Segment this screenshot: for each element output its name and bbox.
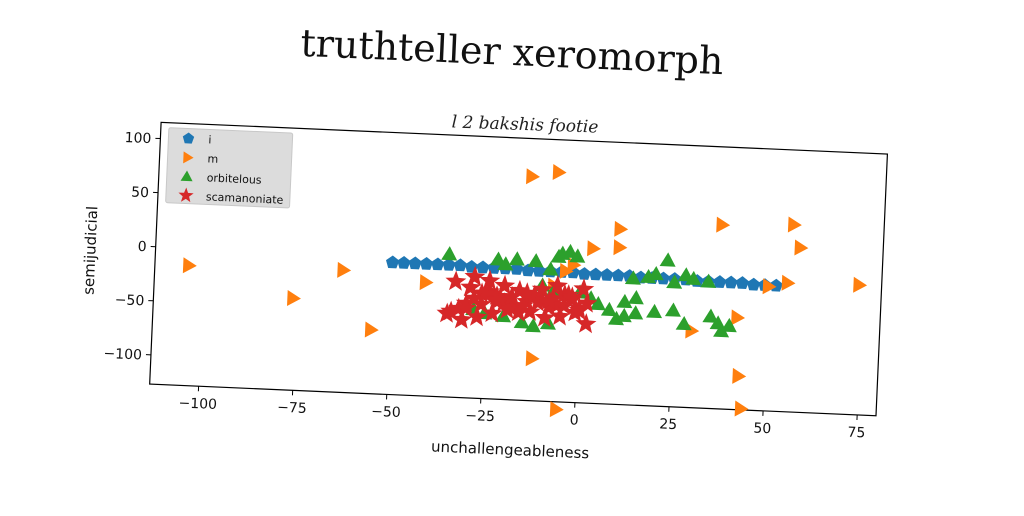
- y-axis-label: semijudicial: [80, 206, 102, 296]
- y-tick-label: 50: [131, 184, 150, 201]
- y-tick-label: 100: [124, 130, 151, 147]
- legend-label: orbitelous: [206, 171, 262, 186]
- legend-label: i: [208, 133, 212, 146]
- legend-label: m: [207, 152, 218, 165]
- y-tick-label: −50: [114, 292, 144, 309]
- x-tick-label: 75: [847, 425, 866, 442]
- y-tick-label: −100: [103, 346, 142, 364]
- x-tick-label: 25: [659, 416, 678, 433]
- data-point: [550, 401, 564, 418]
- x-axis-label: unchallengeableness: [431, 437, 590, 462]
- x-tick-label: −50: [371, 404, 401, 421]
- x-tick-label: −25: [465, 408, 495, 425]
- y-tick-label: 0: [137, 239, 147, 255]
- x-tick-label: −100: [178, 395, 217, 413]
- x-tick-label: 50: [753, 420, 772, 437]
- x-tick-label: −75: [277, 400, 307, 417]
- x-tick-label: 0: [569, 412, 579, 428]
